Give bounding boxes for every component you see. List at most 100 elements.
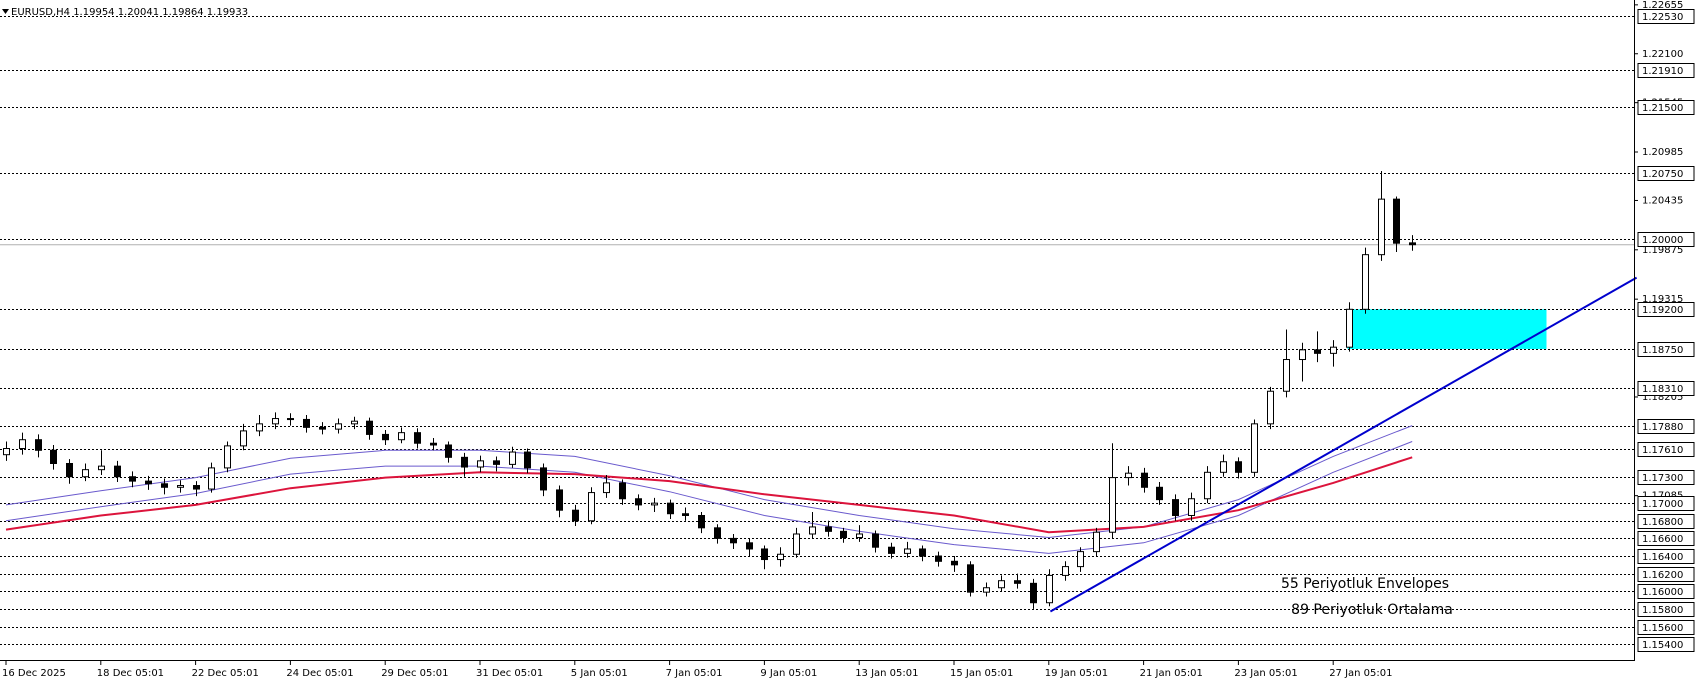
moving-average-label: 89 Periyotluk Ortalama (1291, 602, 1453, 618)
x-tick-label: 21 Jan 05:01 (1140, 668, 1203, 679)
candle-body (919, 548, 926, 557)
x-tick-label: 15 Jan 05:01 (950, 668, 1013, 679)
level-label-box (1637, 419, 1695, 434)
candle-body (430, 442, 437, 446)
level-label: 1.17000 (1642, 499, 1683, 510)
level-label-box (1637, 514, 1695, 529)
candles-layer (3, 170, 1416, 609)
candle-body (1346, 308, 1353, 348)
candle-body (1235, 461, 1242, 473)
candle-body (1030, 582, 1037, 604)
candle-body (366, 420, 373, 435)
level-label-box (1637, 9, 1695, 24)
candle-body (793, 533, 800, 555)
level-label-box (1637, 496, 1695, 511)
level-label-box (1637, 166, 1695, 181)
candle-body (714, 527, 721, 539)
level-label-box (1637, 620, 1695, 635)
candle-body (1172, 499, 1179, 516)
candle-body (1299, 349, 1306, 361)
candle-body (572, 509, 579, 522)
candle-body (1093, 531, 1100, 553)
candle-body (746, 542, 753, 550)
candle-body (445, 444, 452, 458)
level-label: 1.21500 (1642, 103, 1683, 114)
y-tick-label: 1.19875 (1642, 245, 1683, 256)
level-label: 1.17300 (1642, 473, 1683, 484)
level-label: 1.19200 (1642, 305, 1683, 316)
level-label: 1.17880 (1642, 422, 1683, 433)
candle-body (1046, 574, 1053, 604)
level-label: 1.15800 (1642, 605, 1683, 616)
candle-body (193, 485, 200, 490)
candle-body (382, 433, 389, 441)
trendline (1049, 276, 1638, 613)
candle-body (50, 449, 57, 464)
candle-body (682, 513, 689, 516)
level-label: 1.16600 (1642, 534, 1683, 545)
zone-layer (1347, 309, 1547, 349)
candle-body (319, 426, 326, 430)
candle-body (856, 533, 863, 539)
x-tick-label: 18 Dec 05:01 (97, 668, 164, 679)
level-label: 1.15600 (1642, 623, 1683, 634)
level-label: 1.17610 (1642, 445, 1683, 456)
candle-body (951, 560, 958, 566)
candle-body (66, 462, 73, 478)
candle-body (1330, 346, 1337, 354)
candle-body (3, 448, 10, 456)
level-label-box (1637, 63, 1695, 78)
level-label: 1.21910 (1642, 66, 1683, 77)
candle-body (935, 555, 942, 562)
level-label-box (1637, 549, 1695, 564)
level-label: 1.16800 (1642, 517, 1683, 528)
candle-body (82, 469, 89, 478)
candle-body (983, 587, 990, 593)
candle-body (287, 418, 294, 421)
level-label-box (1637, 100, 1695, 115)
candle-body (493, 460, 500, 465)
level-label: 1.22530 (1642, 12, 1683, 23)
candle-body (761, 548, 768, 561)
candle-body (667, 502, 674, 515)
level-label: 1.16000 (1642, 587, 1683, 598)
candle-body (272, 418, 279, 425)
candle-body (1314, 349, 1321, 354)
candle-body (461, 456, 468, 468)
candle-body (35, 439, 42, 451)
x-tick-label: 7 Jan 05:01 (666, 668, 723, 679)
level-label-box (1637, 302, 1695, 317)
candle-body (1393, 198, 1400, 244)
y-tick-label: 1.20435 (1642, 195, 1683, 206)
candle-body (177, 485, 184, 488)
level-label: 1.18750 (1642, 345, 1683, 356)
candle-body (556, 489, 563, 511)
x-tick-label: 27 Jan 05:01 (1329, 668, 1392, 679)
level-label-box (1637, 342, 1695, 357)
candle-body (904, 548, 911, 554)
candle-body (825, 526, 832, 532)
candle-body (256, 423, 263, 432)
level-label: 1.18310 (1642, 384, 1683, 395)
candle-body (303, 418, 310, 428)
candle-body (398, 432, 405, 441)
chart-title: EURUSD,H4 1.19954 1.20041 1.19864 1.1993… (11, 7, 248, 18)
candle-body (730, 537, 737, 544)
x-tick-label: 13 Jan 05:01 (855, 668, 918, 679)
x-tick-label: 22 Dec 05:01 (192, 668, 259, 679)
candle-body (114, 465, 121, 478)
level-label-box (1637, 567, 1695, 582)
candle-body (540, 467, 547, 491)
candle-body (19, 439, 26, 450)
candle-body (1014, 580, 1021, 584)
candle-body (98, 465, 105, 471)
envelope-lower (5, 441, 1413, 554)
candle-body (509, 451, 516, 465)
candle-body (603, 482, 610, 494)
candle-body (588, 492, 595, 522)
menu-triangle (2, 9, 9, 14)
x-tick-label: 23 Jan 05:01 (1234, 668, 1297, 679)
x-tick-label: 19 Jan 05:01 (1045, 668, 1108, 679)
candle-body (1109, 477, 1116, 533)
